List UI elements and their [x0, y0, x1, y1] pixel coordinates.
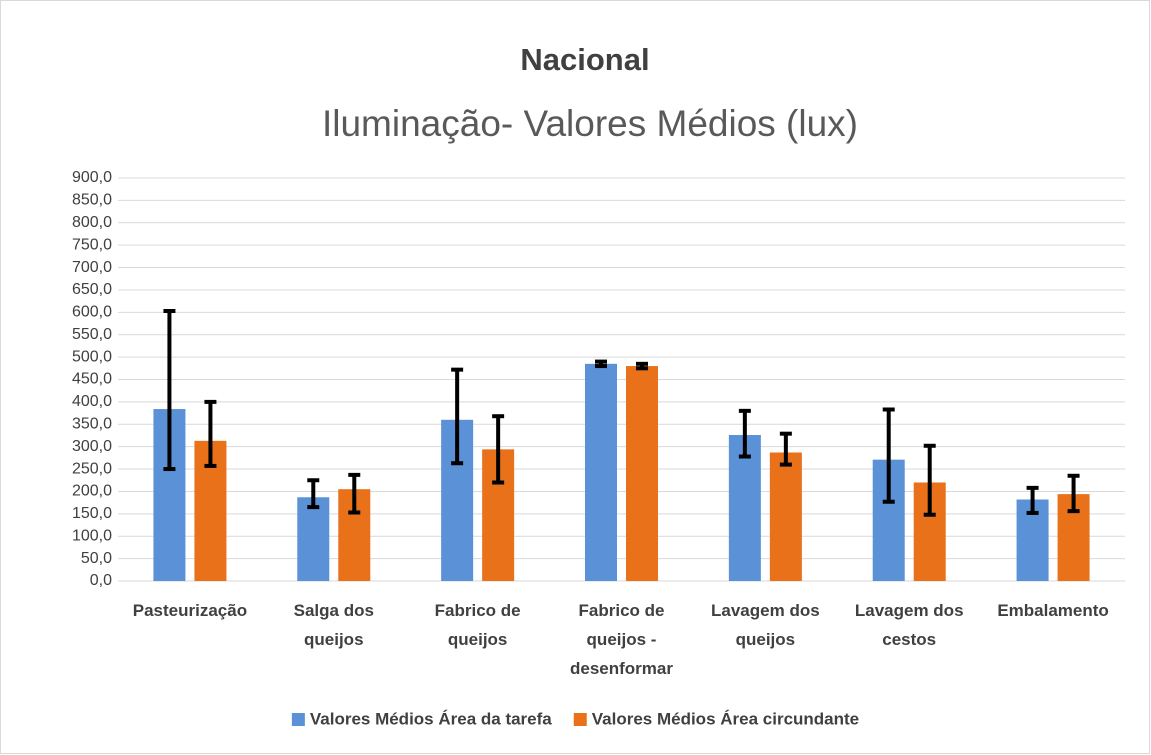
bar	[769, 452, 802, 581]
y-tick-label: 600,0	[72, 304, 112, 321]
y-tick-label: 350,0	[72, 415, 112, 432]
chart-subtitle: Iluminação- Valores Médios (lux)	[322, 103, 858, 144]
error-bar	[492, 414, 505, 485]
bar	[728, 435, 761, 581]
bar	[297, 497, 330, 581]
error-bar	[779, 431, 792, 467]
error-bar	[595, 359, 607, 369]
legend-swatch	[573, 713, 587, 726]
y-tick-label: 650,0	[72, 281, 112, 298]
y-tick-label: 50,0	[81, 550, 112, 567]
y-tick-label: 400,0	[72, 393, 112, 410]
error-bar	[1067, 473, 1080, 514]
error-bar	[1026, 485, 1039, 515]
error-bar	[923, 443, 936, 517]
legend-label: Valores Médios Área circundante	[592, 709, 859, 728]
y-tick-label: 900,0	[72, 169, 112, 186]
x-tick-label: Lavagem dos cestos	[855, 601, 964, 649]
chart-title: Nacional	[520, 42, 649, 77]
x-tick-label: Salga dos queijos	[294, 601, 374, 649]
error-bar	[636, 361, 648, 371]
y-tick-label: 100,0	[72, 527, 112, 544]
y-tick-label: 700,0	[72, 259, 112, 276]
y-tick-label: 500,0	[72, 348, 112, 365]
error-bar	[348, 472, 361, 515]
error-bar	[738, 408, 751, 459]
y-tick-label: 450,0	[72, 371, 112, 388]
error-bar	[204, 399, 217, 468]
legend-swatch	[291, 713, 305, 726]
y-tick-label: 250,0	[72, 460, 112, 477]
error-bar	[882, 407, 895, 504]
y-tick-label: 550,0	[72, 326, 112, 343]
x-tick-label: Fabrico de queijos	[435, 601, 521, 649]
bar	[626, 366, 658, 581]
error-bar	[451, 367, 464, 466]
legend-label: Valores Médios Área da tarefa	[310, 709, 552, 728]
y-tick-label: 850,0	[72, 192, 112, 209]
x-tick-label: Fabrico de queijos -desenformar	[570, 601, 673, 678]
bar	[585, 363, 617, 581]
error-bar	[307, 478, 320, 510]
x-tick-label: Embalamento	[997, 601, 1108, 620]
error-bar	[163, 308, 176, 472]
y-tick-label: 800,0	[72, 214, 112, 231]
y-tick-label: 150,0	[72, 505, 112, 522]
y-tick-label: 300,0	[72, 438, 112, 455]
y-tick-label: 750,0	[72, 236, 112, 253]
y-tick-label: 0,0	[90, 572, 112, 589]
y-tick-label: 200,0	[72, 483, 112, 500]
x-tick-label: Pasteurização	[133, 601, 247, 620]
x-tick-label: Lavagem dos queijos	[711, 601, 820, 649]
